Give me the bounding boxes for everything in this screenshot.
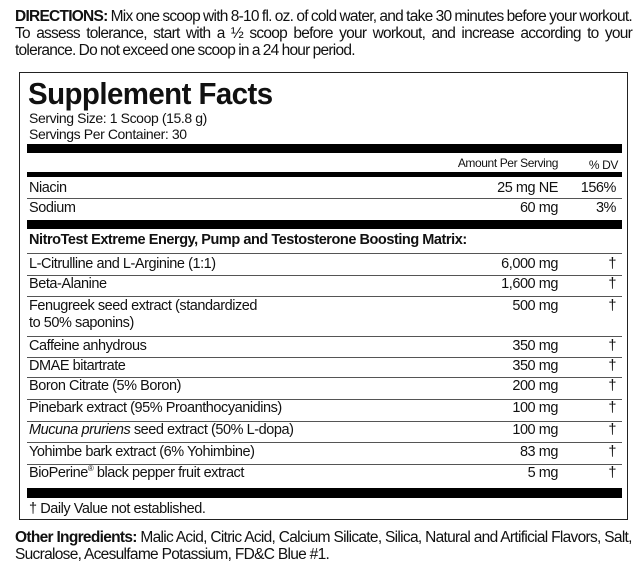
amount: 350 mg	[512, 338, 558, 354]
other-ingredients-text: Malic Acid, Citric Acid, Calcium Silicat…	[15, 529, 632, 563]
daily-value: †	[608, 256, 616, 272]
amount: 25 mg NE	[497, 180, 558, 196]
ingredient-name-text: seed extract (50% L-dopa)	[130, 422, 294, 438]
ingredient-name: L-Citrulline and L-Arginine (1:1)	[29, 256, 216, 272]
daily-value: †	[608, 422, 616, 438]
supplement-facts-panel: Supplement Facts Serving Size: 1 Scoop (…	[19, 72, 628, 520]
ingredient-name-italic: Mucuna pruriens	[29, 422, 131, 438]
amount: 200 mg	[512, 378, 558, 394]
medium-divider	[27, 172, 622, 177]
ingredient-name: Fenugreek seed extract (standardized to 5…	[29, 298, 257, 331]
ingredient-row: Yohimbe bark extract (6% Yohimbine) 83 mg…	[29, 444, 622, 461]
amount: 60 mg	[519, 200, 559, 216]
ingredient-row: L-Citrulline and L-Arginine (1:1) 6,000 m…	[29, 256, 622, 273]
ingredient-name-text: Caffeine anhydrous	[29, 338, 147, 354]
amount-per-serving-header: Amount Per Serving	[457, 156, 559, 170]
daily-value: 156%	[580, 180, 617, 196]
directions: DIRECTIONS: Mix one scoop with 8-10 fl. …	[15, 8, 633, 59]
daily-value: †	[608, 400, 616, 416]
ingredient-row: Beta-Alanine 1,600 mg †	[29, 276, 622, 293]
row-divider	[27, 464, 622, 465]
ingredient-name-text: Fenugreek seed extract (standardized	[29, 298, 258, 314]
ingredient-name-text: L-Citrulline and L-Arginine (1:1)	[29, 256, 216, 272]
row-divider	[27, 399, 622, 400]
nutrient-row: Sodium 60 mg 3%	[29, 200, 622, 217]
ingredient-name-text: Sodium	[29, 200, 76, 216]
row-divider	[27, 442, 622, 443]
daily-value: †	[608, 378, 616, 394]
ingredient-name-cont: black pepper fruit extract	[93, 465, 245, 481]
row-divider	[27, 275, 622, 276]
amount: 100 mg	[512, 400, 558, 416]
ingredient-name-text: BioPerine	[29, 465, 88, 481]
ingredient-name: Sodium	[29, 200, 76, 216]
ingredient-name-text: DMAE bitartrate	[29, 358, 126, 374]
ingredient-row: Mucuna pruriens seed extract (50% L-dopa…	[29, 422, 622, 439]
ingredient-row: Pinebark extract (95% Proanthocyanidins)…	[29, 400, 622, 417]
registered-mark: ®	[87, 464, 94, 474]
ingredient-name: Caffeine anhydrous	[29, 338, 147, 354]
servings-per-container: Servings Per Container: 30	[29, 126, 187, 142]
thick-divider	[27, 144, 622, 153]
directions-label: DIRECTIONS:	[15, 8, 108, 25]
ingredient-name: Yohimbe bark extract (6% Yohimbine)	[29, 444, 255, 460]
row-divider	[27, 377, 622, 378]
row-divider	[27, 253, 622, 254]
amount: 5 mg	[527, 465, 559, 481]
amount: 500 mg	[512, 298, 558, 314]
ingredient-name-text: Yohimbe bark extract (6% Yohimbine)	[29, 444, 255, 460]
ingredient-row: Caffeine anhydrous 350 mg †	[29, 338, 622, 355]
ingredient-name-cont: to 50% saponins)	[29, 315, 134, 331]
thick-divider	[27, 220, 622, 229]
ingredient-name-text: Boron Citrate (5% Boron)	[29, 378, 181, 394]
panel-title: Supplement Facts	[28, 76, 273, 111]
nutrient-row: Niacin 25 mg NE 156%	[29, 180, 622, 197]
daily-value: †	[608, 358, 616, 374]
ingredient-name-text: Beta-Alanine	[29, 276, 107, 292]
amount: 100 mg	[512, 422, 558, 438]
amount: 1,600 mg	[501, 276, 558, 292]
ingredient-name-text: Pinebark extract (95% Proanthocyanidins)	[29, 400, 282, 416]
daily-value: †	[608, 444, 616, 460]
ingredient-row: DMAE bitartrate 350 mg †	[29, 358, 622, 375]
thick-divider	[27, 488, 622, 498]
amount: 83 mg	[519, 444, 559, 460]
ingredient-row: BioPerine® black pepper fruit extract 5 m…	[29, 465, 622, 482]
ingredient-name: Mucuna pruriens seed extract (50% L-dopa…	[29, 422, 294, 438]
matrix-heading: NitroTest Extreme Energy, Pump and Testo…	[29, 232, 467, 248]
directions-text: Mix one scoop with 8-10 fl. oz. of cold …	[15, 8, 633, 59]
dv-header: % DV	[588, 158, 618, 172]
row-divider	[27, 421, 622, 422]
row-divider	[27, 336, 622, 337]
ingredient-name: BioPerine® black pepper fruit extract	[29, 465, 244, 481]
row-divider	[27, 198, 622, 199]
ingredient-row: Boron Citrate (5% Boron) 200 mg †	[29, 378, 622, 395]
daily-value: 3%	[595, 200, 617, 216]
serving-size: Serving Size: 1 Scoop (15.8 g)	[29, 110, 207, 126]
ingredient-name: Niacin	[29, 180, 67, 196]
ingredient-name: Beta-Alanine	[29, 276, 107, 292]
ingredient-name: Pinebark extract (95% Proanthocyanidins)	[29, 400, 282, 416]
ingredient-name-text: Niacin	[29, 180, 67, 196]
ingredient-row: Fenugreek seed extract (standardized to 5…	[29, 298, 622, 332]
other-ingredients-label: Other Ingredients:	[15, 529, 137, 546]
row-divider	[27, 357, 622, 358]
daily-value: †	[608, 465, 616, 481]
row-divider	[27, 296, 622, 297]
other-ingredients: Other Ingredients: Malic Acid, Citric Ac…	[15, 529, 632, 563]
ingredient-name: DMAE bitartrate	[29, 358, 126, 374]
ingredient-name: Boron Citrate (5% Boron)	[29, 378, 181, 394]
daily-value: †	[608, 338, 616, 354]
footnote: † Daily Value not established.	[29, 501, 206, 517]
amount: 350 mg	[512, 358, 558, 374]
amount: 6,000 mg	[501, 256, 558, 272]
daily-value: †	[608, 298, 616, 314]
daily-value: †	[608, 276, 616, 292]
